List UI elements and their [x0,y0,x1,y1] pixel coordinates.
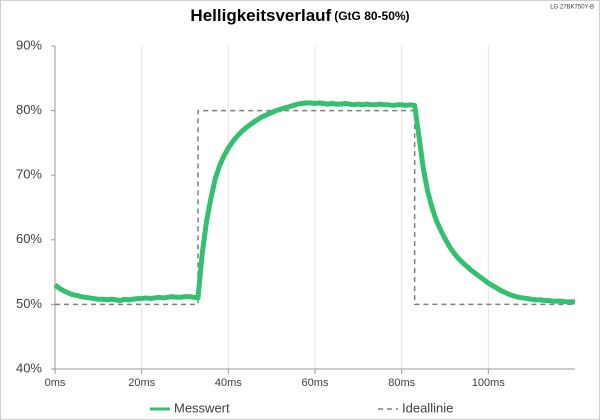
chart-title: Helligkeitsverlauf (GtG 80-50%) [190,6,409,25]
subtitle: (GtG 80-50%) [334,9,409,23]
x-tick-label: 40ms [215,377,242,389]
x-tick-label: 80ms [388,377,415,389]
y-tick-label: 50% [16,296,42,311]
y-tick-label: 60% [16,231,42,246]
series-line [53,100,575,305]
x-tick-label: 20ms [128,377,155,389]
legend-label: Messwert [174,400,230,415]
y-tick-label: 70% [16,167,42,182]
y-tick-label: 90% [16,37,42,52]
series-line [55,109,575,306]
x-tick-label: 60ms [302,377,329,389]
title: Helligkeitsverlauf [190,6,331,25]
x-tick-label: 100ms [472,377,506,389]
annotation: LG 27BK750Y-B [550,5,594,11]
x-tick-label: 0ms [45,377,66,389]
legend-label: Ideallinie [402,400,453,415]
y-tick-label: 80% [16,102,42,117]
y-tick-label: 40% [16,360,42,375]
